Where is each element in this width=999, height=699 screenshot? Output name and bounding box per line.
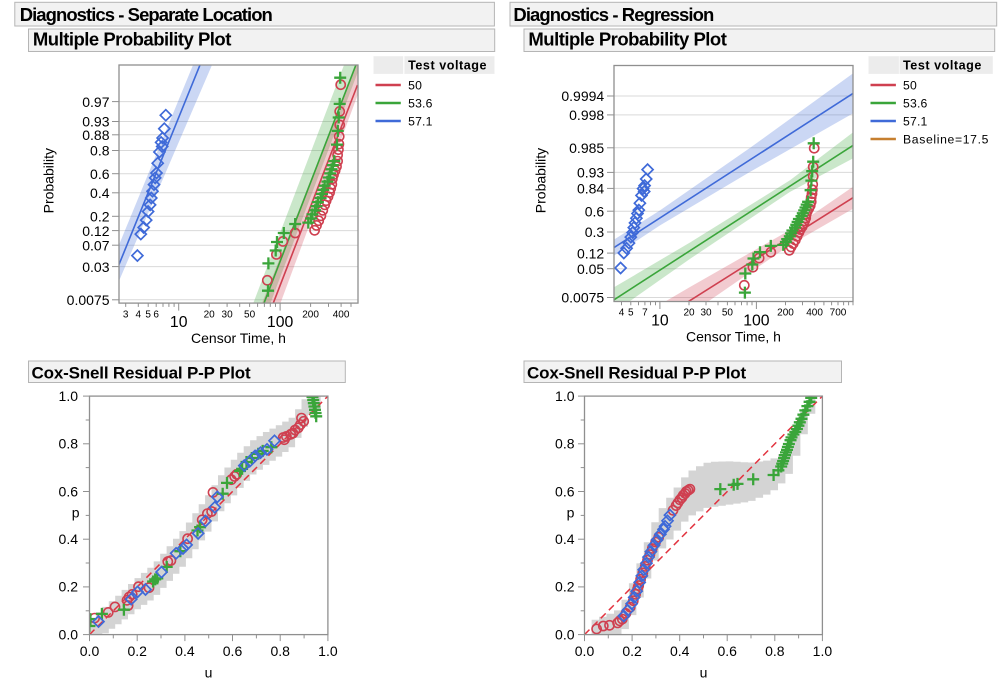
svg-text:u: u bbox=[205, 665, 213, 681]
svg-text:Test voltage: Test voltage bbox=[408, 59, 487, 73]
svg-text:400: 400 bbox=[806, 308, 823, 319]
svg-text:0.8: 0.8 bbox=[90, 143, 110, 159]
svg-text:200: 200 bbox=[777, 308, 794, 319]
svg-text:53.6: 53.6 bbox=[408, 96, 433, 110]
svg-text:0.03: 0.03 bbox=[82, 259, 109, 275]
svg-text:Multiple Probability Plot: Multiple Probability Plot bbox=[33, 28, 231, 49]
svg-text:53.6: 53.6 bbox=[903, 96, 928, 110]
svg-text:0.6: 0.6 bbox=[90, 166, 110, 182]
svg-text:50: 50 bbox=[244, 309, 256, 320]
svg-text:0.12: 0.12 bbox=[82, 223, 109, 239]
svg-text:100: 100 bbox=[743, 312, 770, 329]
svg-text:0.2: 0.2 bbox=[90, 209, 110, 225]
svg-text:30: 30 bbox=[700, 308, 712, 319]
svg-text:0.8: 0.8 bbox=[765, 643, 785, 659]
svg-text:57.1: 57.1 bbox=[408, 114, 433, 128]
svg-text:0.05: 0.05 bbox=[577, 261, 604, 277]
svg-text:0.0: 0.0 bbox=[555, 626, 575, 642]
svg-text:0.2: 0.2 bbox=[127, 643, 147, 659]
svg-text:Censor Time, h: Censor Time, h bbox=[686, 329, 781, 345]
svg-text:0.07: 0.07 bbox=[82, 237, 109, 253]
svg-text:0.0: 0.0 bbox=[80, 643, 100, 659]
svg-text:Cox-Snell Residual P-P Plot: Cox-Snell Residual P-P Plot bbox=[527, 364, 746, 383]
svg-text:Diagnostics - Regression: Diagnostics - Regression bbox=[513, 4, 714, 25]
svg-text:20: 20 bbox=[204, 309, 216, 320]
svg-text:0.0075: 0.0075 bbox=[67, 292, 110, 308]
svg-text:0.93: 0.93 bbox=[577, 165, 604, 181]
svg-text:0.3: 0.3 bbox=[585, 224, 605, 240]
svg-text:Test voltage: Test voltage bbox=[903, 59, 982, 73]
svg-text:0.8: 0.8 bbox=[59, 436, 79, 452]
svg-text:1.0: 1.0 bbox=[555, 388, 575, 404]
svg-text:p: p bbox=[72, 505, 80, 521]
svg-text:5: 5 bbox=[145, 309, 151, 320]
svg-text:1.0: 1.0 bbox=[813, 643, 833, 659]
svg-text:0.4: 0.4 bbox=[90, 185, 110, 201]
svg-text:0.6: 0.6 bbox=[223, 643, 243, 659]
svg-text:0.8: 0.8 bbox=[555, 436, 575, 452]
svg-text:10: 10 bbox=[651, 312, 669, 329]
svg-text:4: 4 bbox=[619, 308, 625, 319]
svg-text:0.0: 0.0 bbox=[575, 643, 595, 659]
svg-text:50: 50 bbox=[408, 78, 422, 92]
svg-text:50: 50 bbox=[722, 308, 734, 319]
svg-text:700: 700 bbox=[830, 308, 847, 319]
svg-text:0.88: 0.88 bbox=[82, 127, 109, 143]
svg-text:50: 50 bbox=[903, 78, 917, 92]
svg-text:7: 7 bbox=[642, 308, 648, 319]
svg-text:100: 100 bbox=[267, 314, 294, 331]
svg-text:0.93: 0.93 bbox=[82, 114, 109, 130]
svg-text:10: 10 bbox=[170, 314, 188, 331]
svg-text:0.8: 0.8 bbox=[270, 643, 290, 659]
svg-text:30: 30 bbox=[222, 309, 234, 320]
svg-text:Diagnostics - Separate Locatio: Diagnostics - Separate Location bbox=[20, 4, 273, 25]
svg-text:u: u bbox=[700, 665, 708, 681]
svg-text:5: 5 bbox=[628, 308, 634, 319]
svg-text:0.998: 0.998 bbox=[569, 107, 604, 123]
svg-text:0.6: 0.6 bbox=[555, 483, 575, 499]
svg-text:20: 20 bbox=[683, 308, 695, 319]
svg-text:0.4: 0.4 bbox=[175, 643, 195, 659]
svg-text:0.0: 0.0 bbox=[59, 626, 79, 642]
svg-text:57.1: 57.1 bbox=[903, 114, 928, 128]
svg-text:200: 200 bbox=[302, 309, 319, 320]
svg-text:400: 400 bbox=[333, 309, 350, 320]
svg-text:0.6: 0.6 bbox=[585, 203, 605, 219]
svg-text:1.0: 1.0 bbox=[59, 388, 79, 404]
svg-text:0.12: 0.12 bbox=[577, 245, 604, 261]
svg-text:Cox-Snell Residual P-P Plot: Cox-Snell Residual P-P Plot bbox=[32, 364, 251, 383]
svg-text:0.97: 0.97 bbox=[82, 94, 109, 110]
svg-text:Multiple Probability Plot: Multiple Probability Plot bbox=[528, 28, 726, 49]
svg-text:0.2: 0.2 bbox=[555, 579, 575, 595]
svg-text:0.4: 0.4 bbox=[555, 531, 575, 547]
svg-text:0.0075: 0.0075 bbox=[561, 290, 604, 306]
svg-text:Probability: Probability bbox=[533, 148, 549, 213]
svg-text:Baseline=17.5: Baseline=17.5 bbox=[903, 132, 989, 146]
svg-text:0.985: 0.985 bbox=[569, 140, 604, 156]
svg-text:1.0: 1.0 bbox=[318, 643, 338, 659]
svg-text:p: p bbox=[567, 505, 575, 521]
svg-text:0.6: 0.6 bbox=[59, 483, 79, 499]
svg-text:0.4: 0.4 bbox=[59, 531, 79, 547]
svg-text:0.2: 0.2 bbox=[622, 643, 642, 659]
svg-text:0.4: 0.4 bbox=[670, 643, 690, 659]
svg-text:4: 4 bbox=[136, 309, 142, 320]
svg-text:0.6: 0.6 bbox=[717, 643, 737, 659]
svg-text:6: 6 bbox=[153, 309, 159, 320]
svg-text:0.9994: 0.9994 bbox=[561, 88, 604, 104]
svg-text:0.84: 0.84 bbox=[577, 181, 604, 197]
svg-text:Probability: Probability bbox=[41, 148, 57, 213]
svg-text:3: 3 bbox=[123, 309, 129, 320]
svg-text:0.2: 0.2 bbox=[59, 579, 79, 595]
svg-text:Censor Time, h: Censor Time, h bbox=[191, 330, 286, 346]
